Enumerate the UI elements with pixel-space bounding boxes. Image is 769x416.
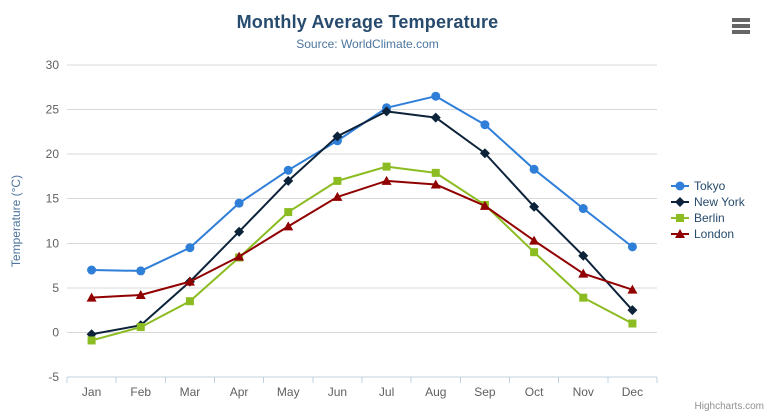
x-axis-label: Jul	[379, 385, 394, 399]
series-tokyo	[87, 91, 637, 276]
data-point-london[interactable]	[184, 276, 195, 286]
data-point-new-york[interactable]	[479, 148, 490, 159]
x-axis-label: Dec	[622, 385, 643, 399]
data-point-london[interactable]	[529, 235, 540, 245]
data-point-tokyo[interactable]	[283, 165, 293, 175]
data-point-berlin[interactable]	[136, 323, 145, 332]
data-point-tokyo[interactable]	[87, 265, 97, 275]
data-point-new-york[interactable]	[234, 226, 245, 237]
y-axis-label: 20	[46, 147, 60, 161]
data-point-berlin[interactable]	[382, 162, 391, 171]
chart-title: Monthly Average Temperature	[236, 12, 499, 32]
data-point-berlin[interactable]	[333, 176, 342, 185]
series-line-berlin	[90, 165, 634, 342]
data-point-london[interactable]	[234, 251, 245, 261]
data-point-london[interactable]	[332, 191, 343, 201]
legend-item-london[interactable]: London	[671, 226, 745, 242]
legend-marker-square-icon	[671, 214, 689, 222]
data-point-berlin[interactable]	[431, 168, 440, 177]
highcharts-credits-link[interactable]: Highcharts.com	[694, 401, 764, 412]
data-point-tokyo[interactable]	[627, 242, 637, 252]
series-new-york	[86, 106, 638, 340]
legend-label: London	[694, 227, 735, 241]
series-line-london	[90, 179, 634, 299]
y-axis-label: -5	[48, 370, 59, 384]
series-line-new-york	[90, 110, 634, 336]
y-axis-label: 15	[46, 192, 60, 206]
data-point-berlin[interactable]	[530, 248, 539, 257]
data-point-tokyo[interactable]	[480, 120, 490, 130]
data-point-london[interactable]	[479, 200, 490, 210]
data-point-berlin[interactable]	[579, 293, 588, 302]
legend: Tokyo New York Berlin London	[671, 178, 745, 242]
legend-symbol-marker	[675, 229, 685, 238]
data-point-london[interactable]	[430, 179, 441, 189]
y-axis-label: 5	[52, 281, 59, 295]
data-point-new-york[interactable]	[283, 175, 294, 186]
y-axis-label: 30	[46, 58, 60, 72]
data-point-new-york[interactable]	[332, 131, 343, 142]
legend-item-berlin[interactable]: Berlin	[671, 210, 745, 226]
data-point-london[interactable]	[578, 268, 589, 278]
legend-label: Tokyo	[694, 179, 726, 193]
x-axis-label: Oct	[525, 385, 544, 399]
data-point-tokyo[interactable]	[185, 243, 195, 253]
y-axis-title: Temperature (°C)	[9, 175, 23, 267]
data-point-berlin[interactable]	[185, 297, 194, 306]
series-london	[86, 175, 638, 302]
data-point-tokyo[interactable]	[529, 164, 539, 174]
x-axis-label: Aug	[425, 385, 446, 399]
context-menu-button[interactable]	[732, 18, 750, 34]
data-point-london[interactable]	[627, 284, 638, 294]
legend-marker-triangle-icon	[671, 229, 689, 238]
data-point-tokyo[interactable]	[431, 91, 441, 101]
y-axis-label: 10	[46, 236, 60, 250]
series-line-tokyo	[90, 95, 634, 272]
data-point-tokyo[interactable]	[234, 198, 244, 208]
data-point-new-york[interactable]	[381, 106, 392, 117]
hamburger-icon	[732, 30, 750, 34]
data-point-tokyo[interactable]	[578, 204, 588, 214]
chart-subtitle: Source: WorldClimate.com	[296, 37, 439, 51]
x-axis-label: Jan	[82, 385, 101, 399]
x-axis-label: Feb	[130, 385, 151, 399]
data-point-london[interactable]	[381, 175, 392, 185]
data-point-new-york[interactable]	[578, 250, 589, 261]
legend-label: Berlin	[694, 211, 725, 225]
data-point-london[interactable]	[135, 289, 146, 299]
legend-label: New York	[694, 195, 745, 209]
x-axis-label: Jun	[328, 385, 347, 399]
legend-symbol-marker	[675, 181, 685, 191]
legend-marker-circle-icon	[671, 181, 689, 191]
legend-symbol-marker	[675, 197, 685, 207]
legend-item-new-york[interactable]: New York	[671, 194, 745, 210]
x-axis-label: Sep	[474, 385, 496, 399]
hamburger-icon	[732, 24, 750, 28]
legend-marker-diamond-icon	[671, 197, 689, 207]
y-axis-label: 0	[52, 325, 59, 339]
x-axis-label: Apr	[230, 385, 249, 399]
data-point-new-york[interactable]	[529, 201, 540, 212]
data-point-new-york[interactable]	[430, 112, 441, 123]
x-axis-label: Mar	[180, 385, 201, 399]
legend-symbol-marker	[676, 214, 684, 222]
x-axis-label: May	[277, 385, 300, 399]
data-point-new-york[interactable]	[627, 305, 638, 316]
data-point-berlin[interactable]	[284, 208, 293, 217]
data-point-berlin[interactable]	[87, 336, 96, 345]
x-axis-label: Nov	[573, 385, 594, 399]
hamburger-icon	[732, 18, 750, 22]
data-point-london[interactable]	[283, 221, 294, 231]
data-point-tokyo[interactable]	[136, 266, 146, 276]
legend-item-tokyo[interactable]: Tokyo	[671, 178, 745, 194]
y-axis-label: 25	[46, 103, 60, 117]
data-point-berlin[interactable]	[628, 319, 637, 328]
data-point-london[interactable]	[86, 292, 97, 302]
